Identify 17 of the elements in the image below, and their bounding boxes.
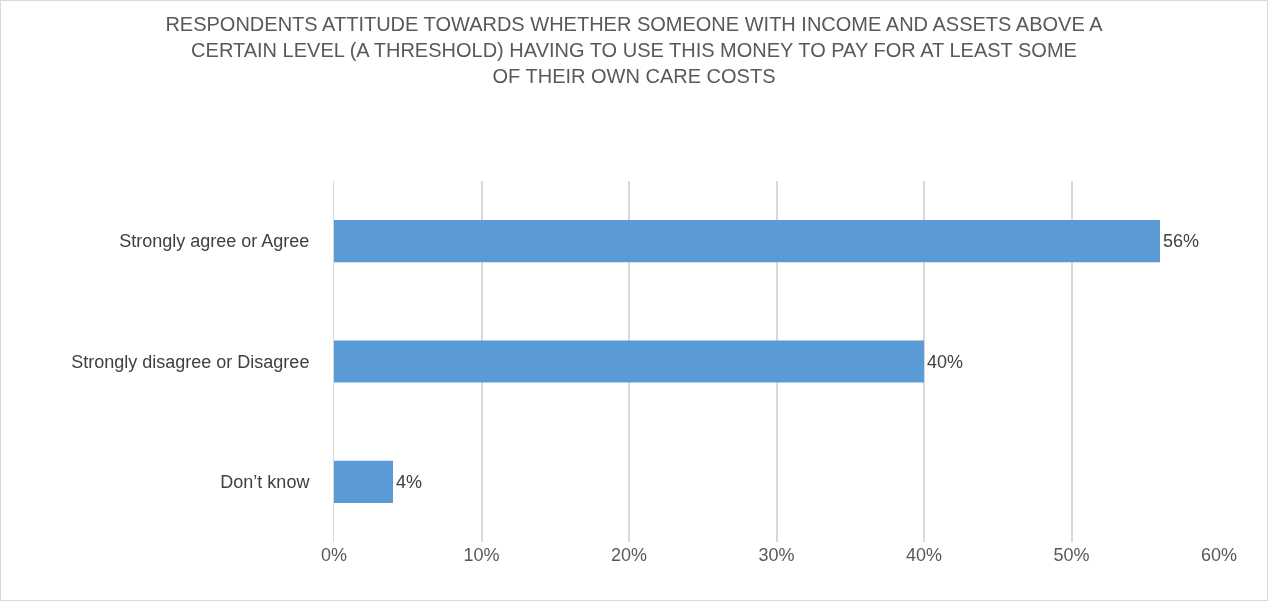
data-label: 4%: [396, 471, 423, 492]
y-tick-label: Strongly disagree or Disagree: [71, 351, 310, 372]
y-tick-label: Don’t know: [220, 472, 311, 493]
bar: [334, 220, 1160, 263]
data-label: 56%: [1163, 231, 1200, 252]
x-tick-label: 20%: [610, 545, 648, 565]
x-tick-label: 40%: [905, 545, 943, 565]
data-label: 40%: [927, 351, 964, 372]
x-tick-label: 10%: [463, 545, 500, 565]
bar: [334, 340, 924, 383]
x-tick-label: 50%: [1053, 545, 1090, 565]
x-tick-label: 60%: [1200, 545, 1238, 565]
y-tick-label: Strongly agree or Agree: [119, 231, 310, 252]
x-tick-label: 30%: [758, 545, 795, 565]
x-tick-label: 0%: [320, 545, 348, 565]
bar: [334, 460, 393, 503]
chart-title: RESPONDENTS ATTITUDE TOWARDS WHETHER SOMEONE WITH INCOME AND ASSETS ABOVE A CERTAIN LEVEL (A THRESHOLD) HAVING TO USE THIS MONEY TO PAY FOR AT LEAST SOME OF THEIR OWN CARE COSTS: [165, 12, 1104, 87]
